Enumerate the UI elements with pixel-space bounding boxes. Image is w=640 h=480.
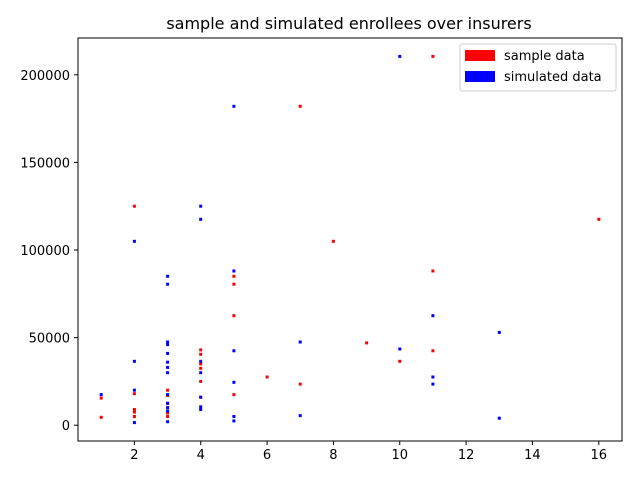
x-tick-label: 4 bbox=[197, 448, 205, 463]
legend-label-sample: sample data bbox=[504, 49, 585, 64]
simulated-data-point bbox=[232, 104, 236, 108]
sample-data-point bbox=[232, 314, 236, 318]
simulated-data-point bbox=[166, 393, 170, 397]
simulated-data-point bbox=[199, 371, 203, 375]
x-tick-label: 6 bbox=[263, 448, 271, 463]
sample-data-point bbox=[199, 362, 203, 366]
simulated-data-point bbox=[232, 380, 236, 384]
simulated-data-point bbox=[166, 409, 170, 413]
sample-data-point bbox=[232, 274, 236, 278]
sample-data-point bbox=[199, 348, 203, 352]
sample-data-point bbox=[331, 239, 335, 243]
legend-swatch-sample bbox=[465, 50, 495, 61]
sample-data-point bbox=[431, 269, 435, 273]
y-tick-label: 200000 bbox=[20, 69, 70, 84]
sample-data-point bbox=[99, 396, 103, 400]
sample-data-point bbox=[199, 366, 203, 370]
legend: sample data simulated data bbox=[459, 43, 617, 92]
y-tick-label: 100000 bbox=[20, 244, 70, 259]
sample-data-point bbox=[199, 379, 203, 383]
sample-data-point bbox=[232, 282, 236, 286]
sample-data-point bbox=[132, 392, 136, 396]
simulated-data-point bbox=[398, 54, 402, 58]
x-tick-label: 2 bbox=[130, 448, 138, 463]
sample-data-point bbox=[597, 217, 601, 221]
simulated-data-point bbox=[132, 359, 136, 363]
chart-title: sample and simulated enrollees over insu… bbox=[166, 14, 531, 33]
simulated-data-point bbox=[232, 419, 236, 423]
sample-data-point bbox=[431, 349, 435, 353]
simulated-data-point bbox=[232, 415, 236, 418]
sample-data-point bbox=[232, 393, 236, 397]
x-tick-label: 14 bbox=[524, 448, 541, 463]
simulated-data-point bbox=[166, 420, 170, 424]
simulated-data-point bbox=[166, 340, 170, 344]
simulated-data-point bbox=[132, 388, 136, 392]
sample-data-point bbox=[132, 415, 136, 418]
y-tick-label: 150000 bbox=[20, 156, 70, 171]
simulated-data-point bbox=[497, 416, 501, 420]
simulated-data-point bbox=[99, 393, 103, 397]
sample-data-point bbox=[132, 410, 136, 414]
simulated-data-point bbox=[298, 340, 302, 344]
sample-data-point bbox=[132, 408, 136, 411]
simulated-data-point bbox=[166, 351, 170, 355]
simulated-data-point bbox=[431, 382, 435, 386]
x-axis: 2 4 6 8 10 12 14 16 bbox=[130, 441, 607, 463]
simulated-data-point bbox=[199, 405, 203, 409]
sample-data-point bbox=[166, 388, 170, 392]
x-tick-label: 12 bbox=[458, 448, 475, 463]
legend-box bbox=[459, 43, 617, 92]
simulated-data-point bbox=[199, 359, 203, 363]
sample-data-point bbox=[298, 104, 302, 108]
simulated-data-point bbox=[298, 414, 302, 418]
sample-data-point bbox=[431, 54, 435, 58]
data-points bbox=[99, 54, 601, 425]
x-tick-label: 8 bbox=[329, 448, 337, 463]
x-tick-label: 10 bbox=[391, 448, 408, 463]
simulated-data-point bbox=[398, 347, 402, 351]
simulated-data-point bbox=[199, 204, 203, 208]
sample-data-point bbox=[166, 411, 170, 415]
legend-label-simulated: simulated data bbox=[504, 70, 602, 85]
simulated-data-point bbox=[232, 349, 236, 353]
simulated-data-point bbox=[497, 330, 501, 334]
simulated-data-point bbox=[166, 371, 170, 375]
simulated-data-point bbox=[166, 406, 170, 410]
simulated-data-point bbox=[166, 343, 170, 347]
y-axis: 0 50000 100000 150000 200000 bbox=[20, 69, 78, 434]
simulated-data-point bbox=[166, 365, 170, 369]
simulated-data-point bbox=[431, 314, 435, 318]
simulated-data-point bbox=[199, 395, 203, 399]
simulated-data-point bbox=[199, 408, 203, 411]
simulated-data-point bbox=[199, 217, 203, 221]
sample-data-point bbox=[265, 375, 269, 379]
y-tick-label: 50000 bbox=[29, 332, 70, 347]
simulated-data-point bbox=[132, 239, 136, 243]
simulated-data-point bbox=[166, 360, 170, 364]
sample-data-point bbox=[132, 204, 136, 208]
sample-data-point bbox=[298, 382, 302, 386]
simulated-data-point bbox=[132, 421, 136, 425]
sample-data-point bbox=[365, 341, 369, 345]
sample-data-point bbox=[398, 359, 402, 363]
simulated-data-point bbox=[431, 375, 435, 379]
simulated-data-point bbox=[166, 274, 170, 278]
sample-data-point bbox=[99, 415, 103, 419]
legend-swatch-simulated bbox=[465, 71, 495, 82]
simulated-data-point bbox=[232, 269, 236, 273]
sample-data-point bbox=[199, 352, 203, 356]
y-tick-label: 0 bbox=[62, 419, 70, 434]
plot-frame bbox=[77, 37, 623, 442]
sample-data-point bbox=[166, 415, 170, 418]
x-tick-label: 16 bbox=[591, 448, 608, 463]
simulated-data-point bbox=[166, 282, 170, 286]
simulated-data-point bbox=[166, 401, 170, 405]
